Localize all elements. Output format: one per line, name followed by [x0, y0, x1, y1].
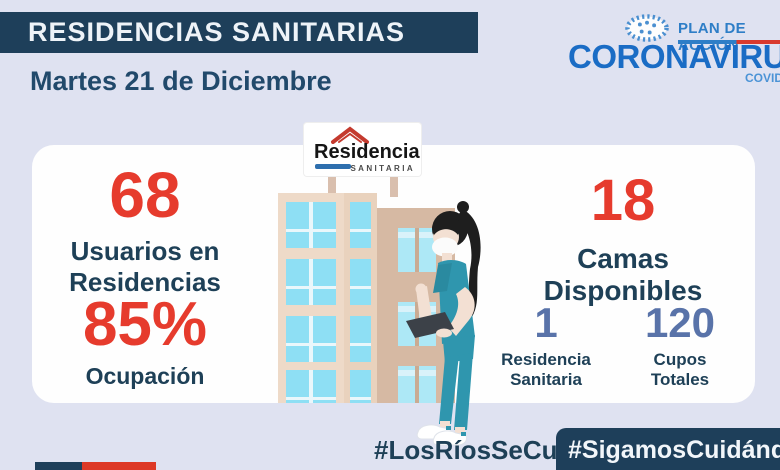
residences-label-line1: Residencia [501, 350, 591, 369]
page-title: RESIDENCIAS SANITARIAS [28, 17, 406, 47]
users-in-residences-label: Usuarios en Residencias [45, 236, 245, 297]
residences-label-line2: Sanitaria [510, 370, 582, 390]
occupancy-value: 85% [82, 290, 208, 359]
building-window [286, 370, 336, 403]
building-mid-column [344, 193, 377, 403]
available-beds-label: Camas Disponibles [543, 243, 703, 306]
total-capacity-count: 120 [644, 299, 716, 346]
date-label: Martes 21 de Diciembre [30, 66, 332, 96]
virus-icon [625, 14, 669, 42]
building-window [398, 228, 436, 272]
flag-underline [678, 40, 780, 44]
nurse-illustration [406, 201, 481, 446]
building-window [350, 316, 371, 362]
building-window [286, 316, 336, 362]
sign-blue-dash [315, 164, 351, 169]
covid19-label: COVID-19 [745, 71, 780, 85]
users-label-line2: Residencias [69, 266, 221, 297]
building-window [350, 370, 371, 403]
sign-subtitle: SANITARIA [350, 164, 415, 173]
residences-count: 1 [534, 299, 558, 346]
building-window [286, 259, 336, 305]
occupancy-label: Ocupación [85, 363, 205, 389]
sign-post-right [390, 175, 398, 197]
roof-icon [331, 126, 369, 144]
capacity-label-line1: Cupos [653, 350, 707, 369]
users-label-line1: Usuarios en [70, 236, 220, 266]
hashtag-national: #SigamosCuidándonos [568, 436, 780, 464]
users-in-residences-value: 68 [109, 159, 181, 231]
residences-substat: 1 Residencia Sanitaria [476, 302, 616, 391]
residences-label: Residencia Sanitaria [476, 350, 616, 391]
title-banner: RESIDENCIAS SANITARIAS [0, 12, 478, 53]
gov-logo-bar [35, 462, 156, 470]
sign-post-left [328, 175, 336, 197]
building-window [286, 202, 336, 248]
residencia-sign: Residencia SANITARIA [304, 123, 421, 176]
capacity-label-line2: Totales [650, 370, 710, 390]
hashtag-national-pill: #SigamosCuidándonos [556, 428, 780, 470]
gov-bar-navy [35, 462, 82, 470]
sign-title: Residencia [314, 141, 420, 163]
total-capacity-substat: 120 Cupos Totales [610, 302, 750, 391]
gov-bar-red [82, 462, 156, 470]
building-window [350, 259, 371, 305]
building-left-wing [278, 193, 344, 403]
available-beds-value: 18 [590, 168, 656, 233]
building-window [350, 202, 371, 248]
total-capacity-label: Cupos Totales [610, 350, 750, 391]
building-window [398, 366, 436, 403]
coronavirus-brand: CORONAVIRUS [568, 38, 780, 75]
